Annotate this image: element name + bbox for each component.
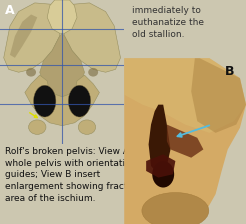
Polygon shape xyxy=(4,3,60,72)
Ellipse shape xyxy=(29,120,46,134)
Polygon shape xyxy=(124,58,246,133)
Polygon shape xyxy=(25,75,99,126)
Polygon shape xyxy=(124,58,246,224)
Polygon shape xyxy=(167,125,203,158)
Ellipse shape xyxy=(78,120,96,134)
Ellipse shape xyxy=(88,68,98,77)
Polygon shape xyxy=(40,33,84,97)
Polygon shape xyxy=(47,0,77,33)
Text: B: B xyxy=(225,65,235,78)
Polygon shape xyxy=(191,58,246,133)
Polygon shape xyxy=(146,154,175,178)
Text: A: A xyxy=(5,4,15,17)
Ellipse shape xyxy=(152,161,174,187)
Ellipse shape xyxy=(33,85,56,117)
Text: Rolf's broken pelvis: View A
whole pelvis with orientation
guides; View B insert: Rolf's broken pelvis: View A whole pelvi… xyxy=(5,147,148,202)
Text: immediately to
euthanatize the
old stallion.: immediately to euthanatize the old stall… xyxy=(132,6,203,39)
Ellipse shape xyxy=(26,68,36,77)
Polygon shape xyxy=(10,14,37,58)
Polygon shape xyxy=(65,3,121,72)
Ellipse shape xyxy=(68,85,91,117)
Polygon shape xyxy=(149,105,170,174)
Ellipse shape xyxy=(142,192,209,224)
